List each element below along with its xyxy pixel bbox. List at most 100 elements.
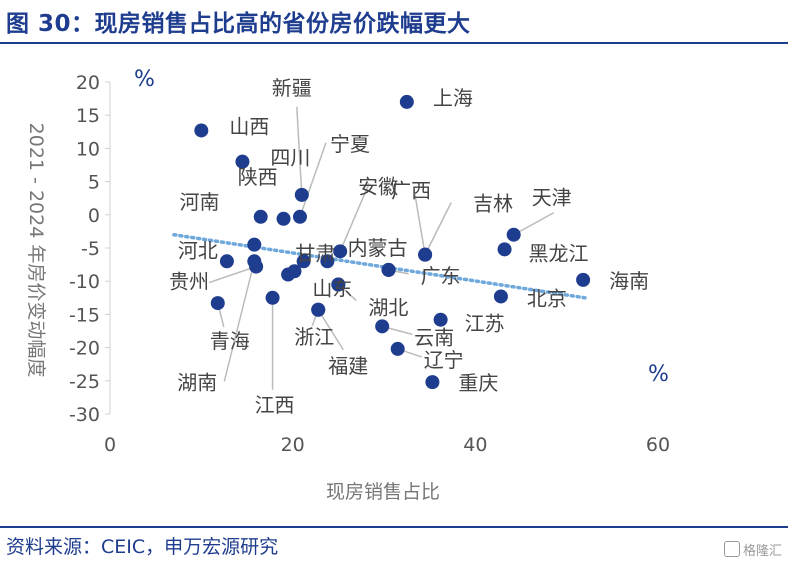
data-point [433,312,448,327]
data-point [576,272,591,287]
leader-line [339,183,370,252]
y-tick-label: -15 [69,304,100,326]
data-point [194,123,209,138]
point-label: 河北 [178,238,218,262]
point-label: 四川 [270,146,310,170]
page-title: 图 30：现房销售占比高的省份房价跌幅更大 [6,11,471,37]
point-labels: 上海山西四川 新疆宁夏陕西河南 安徽广西吉林 天津黑龙江海南北京江苏云南辽宁重庆 甘肃内… [169,76,649,417]
data-point [418,247,433,262]
data-point [333,244,348,259]
point-label: 吉林 [473,192,513,216]
data-point [247,254,262,269]
y-axis-title: 2021 - 2024 年房价变动幅度 [25,123,47,378]
point-label: 陕西 [238,165,278,189]
point-label: 重庆 [458,371,498,395]
trend-line-path [172,232,587,300]
point-label: 广东 [421,264,461,288]
data-point [265,290,280,305]
data-point [296,254,311,269]
leader-lines [208,106,555,390]
point-label: 山西 [229,114,269,138]
data-point [506,227,521,242]
title-rule [0,42,788,44]
y-tick-label: 0 [88,205,100,227]
data-point [287,264,302,279]
source-rule [0,526,788,528]
y-tick-label: -25 [69,371,100,393]
data-point [292,209,307,224]
y-tick-label: -30 [69,404,100,426]
point-label: 内蒙古 [348,236,408,260]
point-label: 安徽 [358,174,398,198]
data-point [331,277,346,292]
y-tick-label: -5 [81,238,100,260]
x-tick-label: 20 [281,434,305,456]
leader-line [424,202,452,255]
y-tick-label: -20 [69,338,100,360]
point-label: 黑龙江 [529,241,589,265]
data-point [219,254,234,269]
data-point [381,262,396,277]
point-label: 广西 [391,179,431,203]
point-label: 甘肃 [295,241,335,265]
x-unit-label: % [648,362,669,387]
data-point [210,296,225,311]
x-axis-title: 现房销售占比 [326,481,440,503]
point-label: 北京 [527,286,567,310]
data-point [399,94,414,109]
point-label: 山东 [312,277,352,301]
point-label: 云南 [414,325,454,349]
point-label: 青海 [210,329,250,353]
data-point [320,254,335,269]
point-label: 湖南 [177,370,217,394]
leader-line [223,261,256,382]
data-point [425,375,440,390]
point-label: 江苏 [465,312,505,336]
y-tick-label: -10 [69,271,100,293]
point-label: 福建 [328,354,368,378]
data-point [294,187,309,202]
point-label: 湖北 [368,296,408,320]
point-label: 河南 [180,190,220,214]
x-tick-label: 40 [463,434,487,456]
data-point [276,211,291,226]
x-tick-label: 0 [104,434,116,456]
leader-line [413,189,426,255]
point-label: 天津 [532,186,572,210]
leader-line [317,309,344,351]
watermark-icon [723,541,740,557]
y-tick-label: 10 [76,138,100,160]
data-point [493,289,508,304]
source-note: 资料来源：CEIC，申万宏源研究 [6,536,279,558]
point-label: 浙江 [294,325,334,349]
point-label: 海南 [609,269,649,293]
data-point [235,154,250,169]
leader-line [513,212,555,236]
data-point [375,319,390,334]
point-label: 新疆 [272,76,312,100]
leader-line [296,106,303,195]
watermark: 格隆汇 [723,540,782,559]
point-label: 江西 [255,393,295,417]
data-point [247,237,262,252]
data-point [311,302,326,317]
x-tick-label: 60 [646,434,670,456]
trend-line [172,232,587,300]
y-tick-label: 20 [76,72,100,94]
leader-line [299,142,327,218]
point-label: 宁夏 [330,132,370,156]
data-point [497,242,512,257]
y-tick-label: 5 [88,172,100,194]
data-point [253,209,268,224]
data-point [390,341,405,356]
point-label: 贵州 [169,270,209,294]
y-tick-label: 15 [76,105,100,127]
point-label: 上海 [433,86,473,110]
leader-line [208,265,257,284]
watermark-text: 格隆汇 [742,544,782,559]
y-unit-label: % [134,67,155,92]
data-points [194,94,591,390]
point-label: 辽宁 [424,348,464,372]
